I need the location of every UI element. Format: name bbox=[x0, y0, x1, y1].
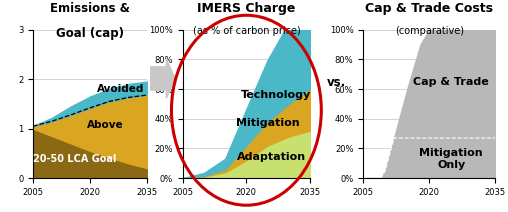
Text: Adaptation: Adaptation bbox=[237, 152, 306, 162]
Text: Mitigation
Only: Mitigation Only bbox=[420, 148, 483, 170]
FancyArrow shape bbox=[150, 59, 175, 98]
Text: Technology: Technology bbox=[241, 90, 311, 100]
Text: IMERS Charge: IMERS Charge bbox=[197, 2, 296, 15]
Text: 20-50 LCA Goal: 20-50 LCA Goal bbox=[33, 154, 117, 164]
Text: Mitigation: Mitigation bbox=[236, 118, 299, 128]
Text: Emissions &: Emissions & bbox=[50, 2, 130, 15]
Text: Cap & Trade: Cap & Trade bbox=[414, 77, 489, 87]
Text: vs.: vs. bbox=[327, 76, 346, 89]
Text: Avoided: Avoided bbox=[97, 84, 144, 94]
Text: Cap & Trade Costs: Cap & Trade Costs bbox=[365, 2, 493, 15]
Text: (comparative): (comparative) bbox=[395, 26, 464, 36]
Text: Goal (cap): Goal (cap) bbox=[56, 26, 124, 39]
Text: Above: Above bbox=[87, 120, 124, 130]
Text: (as % of carbon price): (as % of carbon price) bbox=[193, 26, 300, 36]
